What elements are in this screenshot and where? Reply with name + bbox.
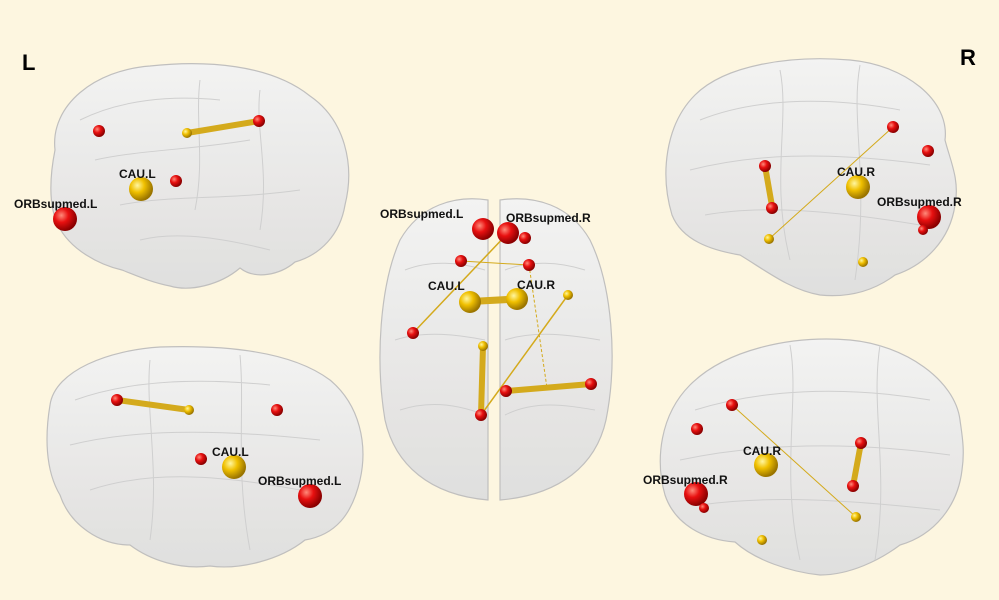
- orbsupmed-l-label: ORBsupmed.L: [258, 474, 341, 488]
- brain-node: [918, 225, 928, 235]
- brain-node: [887, 121, 899, 133]
- connection-edge: [762, 163, 775, 209]
- brain-node: [195, 453, 207, 465]
- connection-edge: [768, 126, 894, 240]
- orbsupmed-l-node: [53, 207, 77, 231]
- brain-node: [407, 327, 419, 339]
- brain-node: [764, 234, 774, 244]
- orbsupmed-r-node: [684, 482, 708, 506]
- brain-view-axial: ORBsupmed.L ORBsupmed.R CAU.L CAU.R: [379, 198, 613, 501]
- brain-node: [478, 341, 488, 351]
- orbsupmed-l-node: [298, 484, 322, 508]
- cau-l-label: CAU.L: [428, 279, 465, 293]
- cau-r-node: [506, 288, 528, 310]
- connection-edge: [850, 440, 864, 489]
- orbsupmed-l-label: ORBsupmed.L: [380, 207, 463, 221]
- brain-node: [253, 115, 265, 127]
- connection-edge: [460, 260, 530, 266]
- connection-edge: [478, 343, 486, 418]
- brain-node: [500, 385, 512, 397]
- brain-view-right-lateral: CAU.R ORBsupmed.R: [665, 58, 962, 297]
- connection-edge: [503, 381, 594, 394]
- brain-node: [922, 145, 934, 157]
- orbsupmed-r-label: ORBsupmed.R: [643, 473, 728, 487]
- brain-node: [858, 257, 868, 267]
- brain-node: [585, 378, 597, 390]
- cau-l-node: [459, 291, 481, 313]
- brain-node: [766, 202, 778, 214]
- connection-edge: [412, 232, 509, 334]
- brain-node: [523, 259, 535, 271]
- right-hemisphere-label: R: [960, 45, 976, 70]
- orbsupmed-r-node: [497, 222, 519, 244]
- brain-node: [184, 405, 194, 415]
- connection-edge: [528, 264, 548, 389]
- brain-node: [759, 160, 771, 172]
- connection-edge: [184, 118, 262, 136]
- brain-node: [855, 437, 867, 449]
- brain-view-right-medial: CAU.R ORBsupmed.R: [643, 338, 964, 576]
- orbsupmed-r-node: [917, 205, 941, 229]
- brain-node: [699, 503, 709, 513]
- brain-node: [170, 175, 182, 187]
- cau-l-label: CAU.L: [119, 167, 156, 181]
- brain-node: [757, 535, 767, 545]
- cau-r-node: [754, 453, 778, 477]
- cau-r-label: CAU.R: [743, 444, 781, 458]
- cau-r-node: [846, 175, 870, 199]
- cau-r-label: CAU.R: [837, 165, 875, 179]
- brain-node: [271, 404, 283, 416]
- connection-edge: [480, 294, 569, 416]
- brain-node: [691, 423, 703, 435]
- orbsupmed-r-label: ORBsupmed.R: [506, 211, 591, 225]
- connection-edge: [731, 404, 857, 518]
- brain-node: [851, 512, 861, 522]
- brain-view-left-medial: CAU.L ORBsupmed.L: [46, 346, 364, 568]
- orbsupmed-l-label: ORBsupmed.L: [14, 197, 97, 211]
- connection-edge: [114, 397, 192, 413]
- brain-node: [475, 409, 487, 421]
- cau-l-node: [222, 455, 246, 479]
- cau-l-label: CAU.L: [212, 445, 249, 459]
- brain-node: [93, 125, 105, 137]
- cau-l-node: [129, 177, 153, 201]
- brain-node: [519, 232, 531, 244]
- brain-view-left-lateral: CAU.L ORBsupmed.L: [14, 63, 350, 289]
- brain-node: [847, 480, 859, 492]
- brain-node: [111, 394, 123, 406]
- brain-node: [182, 128, 192, 138]
- brain-node: [726, 399, 738, 411]
- orbsupmed-r-label: ORBsupmed.R: [877, 195, 962, 209]
- cau-r-label: CAU.R: [517, 278, 555, 292]
- brain-node: [563, 290, 573, 300]
- brain-node: [455, 255, 467, 267]
- left-hemisphere-label: L: [22, 50, 35, 75]
- orbsupmed-l-node: [472, 218, 494, 240]
